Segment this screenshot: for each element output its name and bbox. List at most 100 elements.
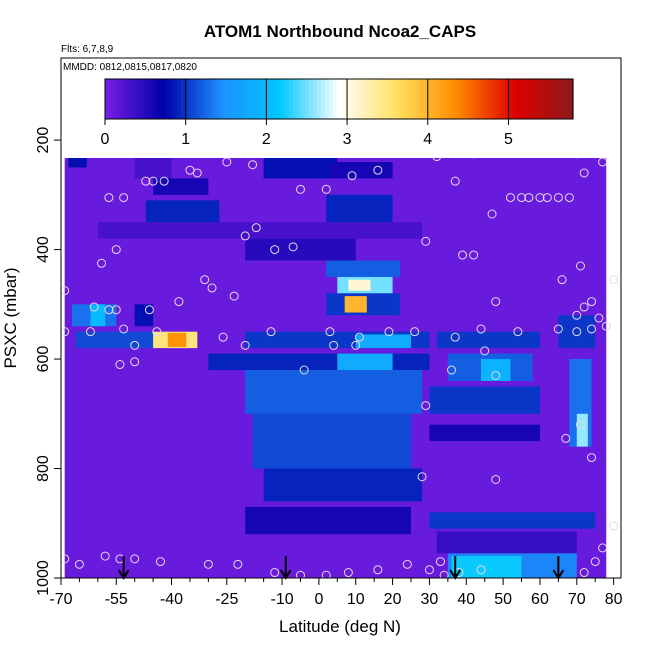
x-tick-label: 50: [494, 591, 512, 608]
sample-point: [240, 231, 250, 241]
colorbar-swatch: [533, 79, 538, 119]
colorbar-swatch: [225, 79, 230, 119]
sample-point: [542, 193, 552, 203]
x-tick-label: 70: [568, 591, 586, 608]
colorbar-swatch: [133, 79, 138, 119]
colorbar-swatch: [177, 79, 182, 119]
colorbar-swatch: [145, 79, 150, 119]
colorbar-swatch: [541, 79, 546, 119]
sample-point: [111, 245, 121, 255]
heatmap-cell: [329, 162, 393, 179]
sample-point: [104, 305, 114, 315]
sample-point: [61, 286, 70, 296]
sample-point: [233, 559, 243, 569]
sample-point: [240, 340, 250, 350]
colorbar-tick-label: 3: [343, 131, 352, 148]
colorbar-swatch: [353, 79, 358, 119]
colorbar-swatch: [313, 79, 318, 119]
sample-point: [152, 327, 162, 337]
colorbar-swatch: [285, 79, 290, 119]
colorbar-swatch: [253, 79, 258, 119]
colorbar-swatch: [377, 79, 382, 119]
colorbar-swatch: [129, 79, 134, 119]
heatmap-cell: [481, 359, 511, 381]
sample-point: [155, 557, 165, 567]
colorbar-swatch: [565, 79, 570, 119]
sample-point: [590, 557, 600, 567]
colorbar-swatch: [333, 79, 338, 119]
sample-point: [424, 565, 434, 575]
sample-point: [141, 176, 151, 186]
x-tick-label: 80: [605, 591, 623, 608]
x-tick-label: 0: [314, 591, 323, 608]
sample-point: [119, 193, 129, 203]
sample-point: [144, 305, 154, 315]
colorbar-swatch: [529, 79, 534, 119]
sample-point: [61, 554, 70, 564]
sample-point: [321, 570, 331, 578]
sample-point: [119, 324, 129, 334]
sample-point: [402, 559, 412, 569]
sample-point: [104, 193, 114, 203]
x-tick-label: -70: [49, 591, 72, 608]
colorbar-swatch: [521, 79, 526, 119]
sample-point: [111, 305, 121, 315]
sample-point: [450, 332, 460, 342]
colorbar-swatch: [505, 79, 510, 119]
colorbar-swatch: [121, 79, 126, 119]
colorbar: [104, 78, 574, 120]
heatmap-layer: [64, 123, 607, 578]
sample-point: [458, 250, 468, 260]
sample-point: [417, 472, 427, 482]
sample-point: [572, 310, 582, 320]
colorbar-swatch: [385, 79, 390, 119]
colorbar-swatch: [369, 79, 374, 119]
colorbar-swatch: [537, 79, 542, 119]
sample-point: [575, 420, 585, 430]
heatmap-cell: [576, 413, 588, 447]
sample-point: [384, 327, 394, 337]
colorbar-swatch: [433, 79, 438, 119]
colorbar-swatch: [189, 79, 194, 119]
colorbar-swatch: [441, 79, 446, 119]
colorbar-swatch: [513, 79, 518, 119]
sample-point: [421, 236, 431, 246]
colorbar-swatch: [173, 79, 178, 119]
heatmap-cell: [263, 468, 423, 502]
heatmap-cell: [90, 304, 106, 327]
colorbar-swatch: [305, 79, 310, 119]
colorbar-tick-label: 5: [504, 131, 513, 148]
colorbar-swatch: [489, 79, 494, 119]
colorbar-swatch: [185, 79, 190, 119]
colorbar-swatch: [457, 79, 462, 119]
colorbar-swatch: [273, 79, 278, 119]
colorbar-swatch: [249, 79, 254, 119]
sample-point: [174, 297, 184, 307]
sample-point: [266, 327, 276, 337]
colorbar-swatch: [245, 79, 250, 119]
x-tick-label: 60: [531, 591, 549, 608]
y-tick-label: 800: [35, 455, 52, 482]
sample-point: [594, 313, 604, 323]
sample-point: [270, 245, 280, 255]
colorbar-swatch: [297, 79, 302, 119]
heatmap-cell: [337, 353, 393, 370]
sample-point: [579, 568, 589, 578]
colorbar-swatch: [413, 79, 418, 119]
sample-point: [491, 370, 501, 380]
colorbar-swatch: [405, 79, 410, 119]
sample-point: [200, 275, 210, 285]
sample-point: [439, 570, 449, 578]
sample-point: [329, 340, 339, 350]
colorbar-swatch: [257, 79, 262, 119]
colorbar-swatch: [485, 79, 490, 119]
colorbar-swatch: [469, 79, 474, 119]
colorbar-ticks: 0 1 2 3 4 5: [101, 79, 513, 148]
colorbar-swatch: [317, 79, 322, 119]
colorbar-swatch: [497, 79, 502, 119]
colorbar-swatch: [545, 79, 550, 119]
sample-point: [609, 275, 619, 285]
colorbar-swatch: [289, 79, 294, 119]
sample-point: [447, 365, 457, 375]
